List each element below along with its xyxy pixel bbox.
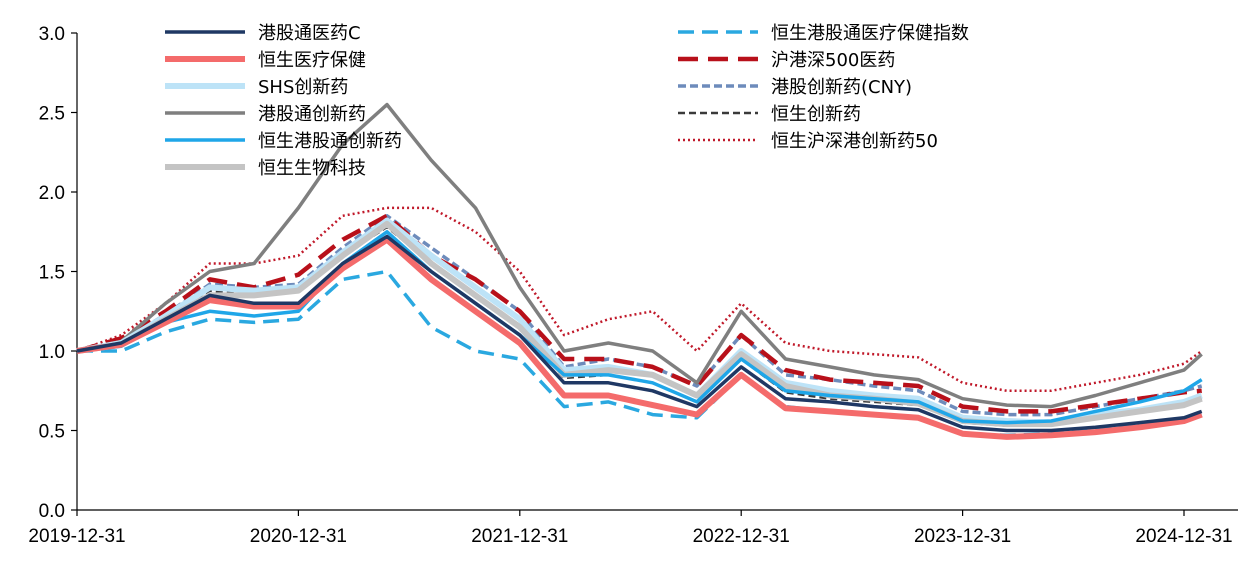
series-line <box>76 230 1203 425</box>
legend-label: 恒生港股通创新药 <box>258 131 402 152</box>
x-tick-label: 2023-12-31 <box>914 526 1011 547</box>
legend-label: 恒生医疗保健 <box>258 50 366 71</box>
y-tick-label: 1.0 <box>39 342 65 363</box>
legend-label: 恒生生物科技 <box>258 158 366 179</box>
x-axis-ticks: 2019-12-31 2020-12-31 2021-12-31 2022-12-31… <box>28 510 1233 547</box>
x-tick-label: 2020-12-31 <box>250 526 347 547</box>
legend-label: 港股创新药(CNY) <box>771 77 912 98</box>
series-line <box>76 213 1202 414</box>
x-tick-label: 2021-12-31 <box>471 526 568 547</box>
y-axis-ticks: 0.0 0.5 1.0 1.5 2.0 2.5 3.0 <box>39 24 77 522</box>
series-line <box>76 234 1203 433</box>
series-line <box>76 225 1203 427</box>
y-tick-label: 2.0 <box>39 183 65 204</box>
y-tick-label: 0.5 <box>39 422 65 443</box>
series-line <box>76 220 1203 428</box>
legend-label: 沪港深500医药 <box>771 50 895 71</box>
legend-label: 恒生创新药 <box>771 104 861 125</box>
legend-label: 港股通医药C <box>258 23 361 44</box>
legend-label: 恒生港股通医疗保健指数 <box>771 23 969 44</box>
x-tick-label: 2019-12-31 <box>28 526 125 547</box>
x-tick-label: 2022-12-31 <box>693 526 790 547</box>
series-line <box>76 236 1203 440</box>
y-tick-label: 0.0 <box>39 501 65 522</box>
series-line <box>76 206 1203 393</box>
series-lines <box>76 102 1203 440</box>
axes <box>76 33 1238 511</box>
y-tick-label: 2.5 <box>39 104 65 125</box>
legend-label: 港股通创新药 <box>258 104 366 125</box>
legend-label: SHS创新药 <box>258 77 348 98</box>
y-tick-label: 3.0 <box>39 24 65 45</box>
x-tick-label: 2024-12-31 <box>1135 526 1232 547</box>
series-line <box>76 102 1203 409</box>
legend-label: 恒生沪深港创新药50 <box>771 131 938 152</box>
y-tick-label: 1.5 <box>39 263 65 284</box>
